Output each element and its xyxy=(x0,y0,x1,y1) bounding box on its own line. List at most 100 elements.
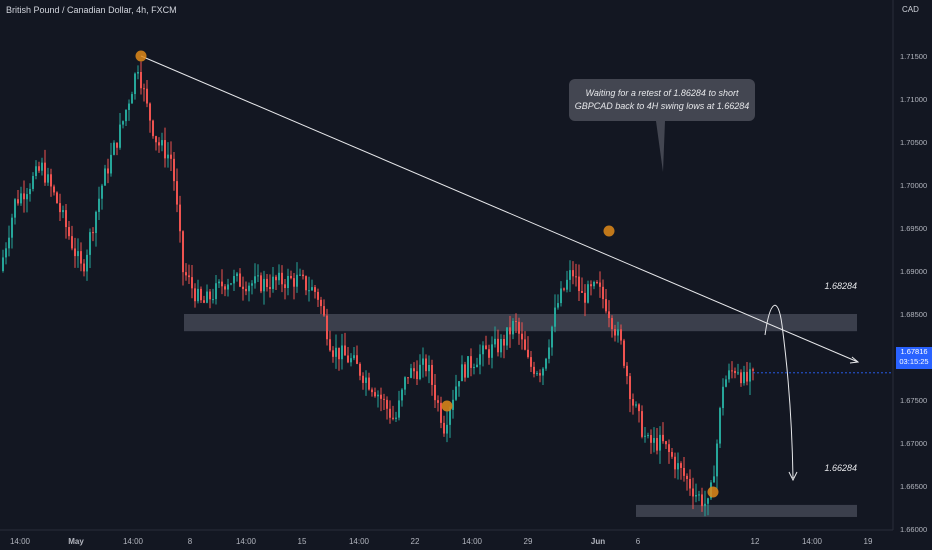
candle-body xyxy=(497,338,499,353)
candle-body xyxy=(557,303,559,308)
candle-body xyxy=(353,355,355,359)
swing-high-marker[interactable] xyxy=(135,50,147,62)
candle-body xyxy=(443,422,445,434)
candle-body xyxy=(722,386,724,409)
candle-body xyxy=(71,236,73,249)
candle-body xyxy=(182,231,184,273)
candle-body xyxy=(731,370,733,372)
candle-body xyxy=(299,274,301,276)
candle-body xyxy=(338,347,340,360)
price-tick-label: 1.66000 xyxy=(900,525,927,534)
trendline[interactable] xyxy=(140,55,859,363)
candle-body xyxy=(641,411,643,437)
candle-body xyxy=(62,210,64,213)
candle-body xyxy=(281,272,283,285)
candle-body xyxy=(344,345,346,356)
candle-body xyxy=(572,270,574,277)
candle-body xyxy=(479,354,481,365)
candle-body xyxy=(491,344,493,358)
projection-arrow[interactable] xyxy=(764,304,794,479)
candle-body xyxy=(293,278,295,287)
candle-body xyxy=(341,345,343,360)
lower-high-marker[interactable] xyxy=(603,225,615,237)
symbol-title: British Pound / Canadian Dollar, 4h, FXC… xyxy=(6,5,177,15)
candle-body xyxy=(536,373,538,375)
candle-body xyxy=(350,358,352,363)
candle-body xyxy=(179,204,181,232)
candle-body xyxy=(80,251,82,264)
candle-body xyxy=(113,142,115,155)
candle-body xyxy=(455,386,457,400)
candle-body xyxy=(185,272,187,276)
candle-body xyxy=(155,136,157,143)
candle-body xyxy=(566,279,568,290)
candle-body xyxy=(140,71,142,89)
time-tick-label: 14:00 xyxy=(10,537,31,546)
candle-body xyxy=(464,364,466,378)
candle-body xyxy=(203,300,205,303)
candle-body xyxy=(431,365,433,385)
candle-body xyxy=(728,370,730,380)
candle-body xyxy=(26,194,28,200)
analysis-callout[interactable]: Waiting for a retest of 1.86284 to short… xyxy=(569,79,755,121)
candle-body xyxy=(89,232,91,255)
candle-body xyxy=(260,275,262,292)
candle-body xyxy=(86,254,88,272)
price-tick-label: 1.70000 xyxy=(900,181,927,190)
candle-body xyxy=(656,438,658,451)
candle-body xyxy=(437,400,439,403)
candle-body xyxy=(302,274,304,277)
candle-body xyxy=(365,377,367,383)
resistance-zone[interactable] xyxy=(184,314,857,332)
price-tick-label: 1.71000 xyxy=(900,95,927,104)
candle-body xyxy=(398,400,400,418)
time-tick-label: 12 xyxy=(751,537,760,546)
price-tick-label: 1.67000 xyxy=(900,439,927,448)
candle-body xyxy=(683,467,685,476)
candle-body xyxy=(650,435,652,443)
candle-body xyxy=(488,349,490,358)
candle-body xyxy=(284,284,286,289)
time-tick-label: 6 xyxy=(636,537,641,546)
candle-body xyxy=(170,154,172,159)
candle-body xyxy=(290,275,292,279)
current-price: 1.67816 xyxy=(900,347,928,356)
lower-level-label: 1.66284 xyxy=(824,463,857,473)
swing-low-marker[interactable] xyxy=(441,400,453,412)
candle-body xyxy=(143,88,145,90)
candle-body xyxy=(623,340,625,366)
time-tick-label: 22 xyxy=(411,537,420,546)
candle-body xyxy=(524,339,526,350)
candle-body xyxy=(512,320,514,335)
candle-body xyxy=(305,276,307,291)
candle-body xyxy=(416,371,418,380)
candle-body xyxy=(563,288,565,290)
candle-body xyxy=(734,370,736,374)
candle-body xyxy=(20,193,22,204)
candle-body xyxy=(590,284,592,287)
candle-body xyxy=(164,140,166,159)
candle-body xyxy=(347,355,349,363)
support-zone[interactable] xyxy=(636,504,857,517)
candle-body xyxy=(653,438,655,443)
current-price-tag: 1.67816 03:15:25 xyxy=(896,347,932,369)
swing-low-marker[interactable] xyxy=(707,486,719,498)
candle-body xyxy=(23,193,25,200)
candle-body xyxy=(65,210,67,228)
time-tick-label: 14:00 xyxy=(236,537,257,546)
candle-body xyxy=(470,356,472,368)
candle-body xyxy=(77,251,79,257)
candle-body xyxy=(611,318,613,330)
candle-body xyxy=(44,162,46,183)
candle-body xyxy=(176,181,178,205)
candle-body xyxy=(533,366,535,374)
candle-body xyxy=(413,368,415,372)
price-tick-label: 1.67500 xyxy=(900,396,927,405)
candle-body xyxy=(392,417,394,419)
candle-body xyxy=(218,281,220,284)
candle-body xyxy=(323,306,325,316)
candle-body xyxy=(368,377,370,390)
time-tick-label: 15 xyxy=(298,537,307,546)
